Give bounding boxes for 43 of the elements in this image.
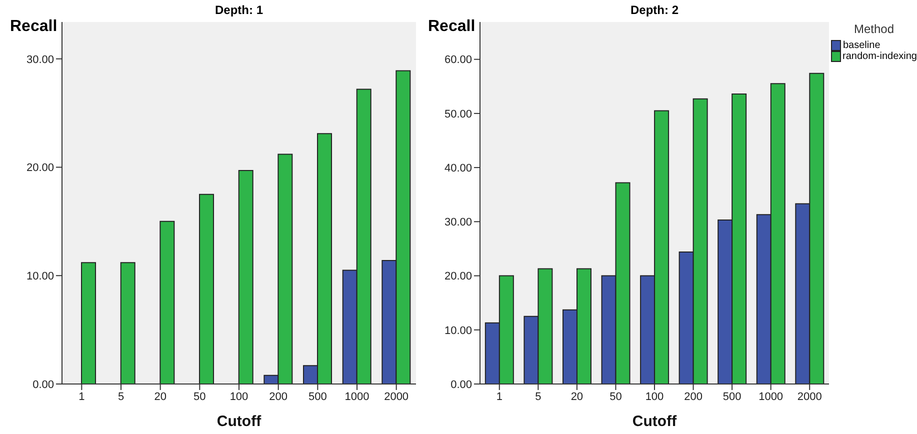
- x-tick-label: 1: [78, 390, 85, 403]
- x-tick-label: 5: [118, 390, 124, 403]
- x-tick-label: 20: [570, 390, 584, 403]
- bar: [238, 170, 254, 384]
- y-axis-title: Recall: [10, 18, 58, 36]
- y-tick-label: 20.00: [444, 270, 472, 283]
- x-tick-label: 200: [269, 390, 288, 403]
- bar: [160, 220, 175, 384]
- y-tick-label: 30.00: [26, 54, 54, 66]
- chart-title: Depth: 2: [630, 3, 680, 17]
- y-tick-label: 0.00: [450, 378, 472, 391]
- x-axis-title: Cutoff: [216, 413, 262, 430]
- x-tick-label: 1000: [758, 390, 784, 403]
- legend-label: random-indexing: [842, 51, 917, 62]
- x-tick-label: 500: [722, 390, 742, 403]
- x-tick-label: 50: [610, 390, 622, 403]
- y-tick-label: 20.00: [26, 162, 54, 174]
- x-tick-label: 2000: [797, 390, 822, 403]
- bar: [199, 194, 214, 384]
- y-tick-label: 60.00: [444, 54, 472, 66]
- x-tick-label: 5: [535, 390, 542, 403]
- x-tick-label: 100: [230, 390, 248, 403]
- x-tick-label: 1: [496, 390, 502, 403]
- bar: [81, 262, 96, 384]
- chart-title: Depth: 1: [214, 3, 264, 17]
- x-tick-label: 50: [194, 390, 206, 403]
- y-tick-label: 50.00: [444, 108, 472, 120]
- legend-label: baseline: [843, 40, 880, 51]
- y-tick-label: 10.00: [444, 324, 472, 337]
- y-tick-label: 10.00: [26, 270, 54, 283]
- y-tick-label: 40.00: [444, 162, 472, 174]
- x-tick-label: 500: [308, 390, 327, 403]
- x-tick-label: 2000: [384, 390, 409, 403]
- x-tick-label: 200: [684, 390, 702, 403]
- y-tick-label: 30.00: [444, 216, 472, 229]
- legend-title: Method: [852, 22, 896, 36]
- x-tick-label: 1000: [344, 390, 370, 403]
- y-tick-label: 0.00: [32, 378, 54, 391]
- y-axis-title: Recall: [428, 18, 476, 36]
- x-axis-title: Cutoff: [632, 413, 678, 430]
- x-tick-label: 20: [154, 390, 166, 403]
- x-tick-label: 100: [645, 390, 664, 403]
- bar: [120, 262, 136, 384]
